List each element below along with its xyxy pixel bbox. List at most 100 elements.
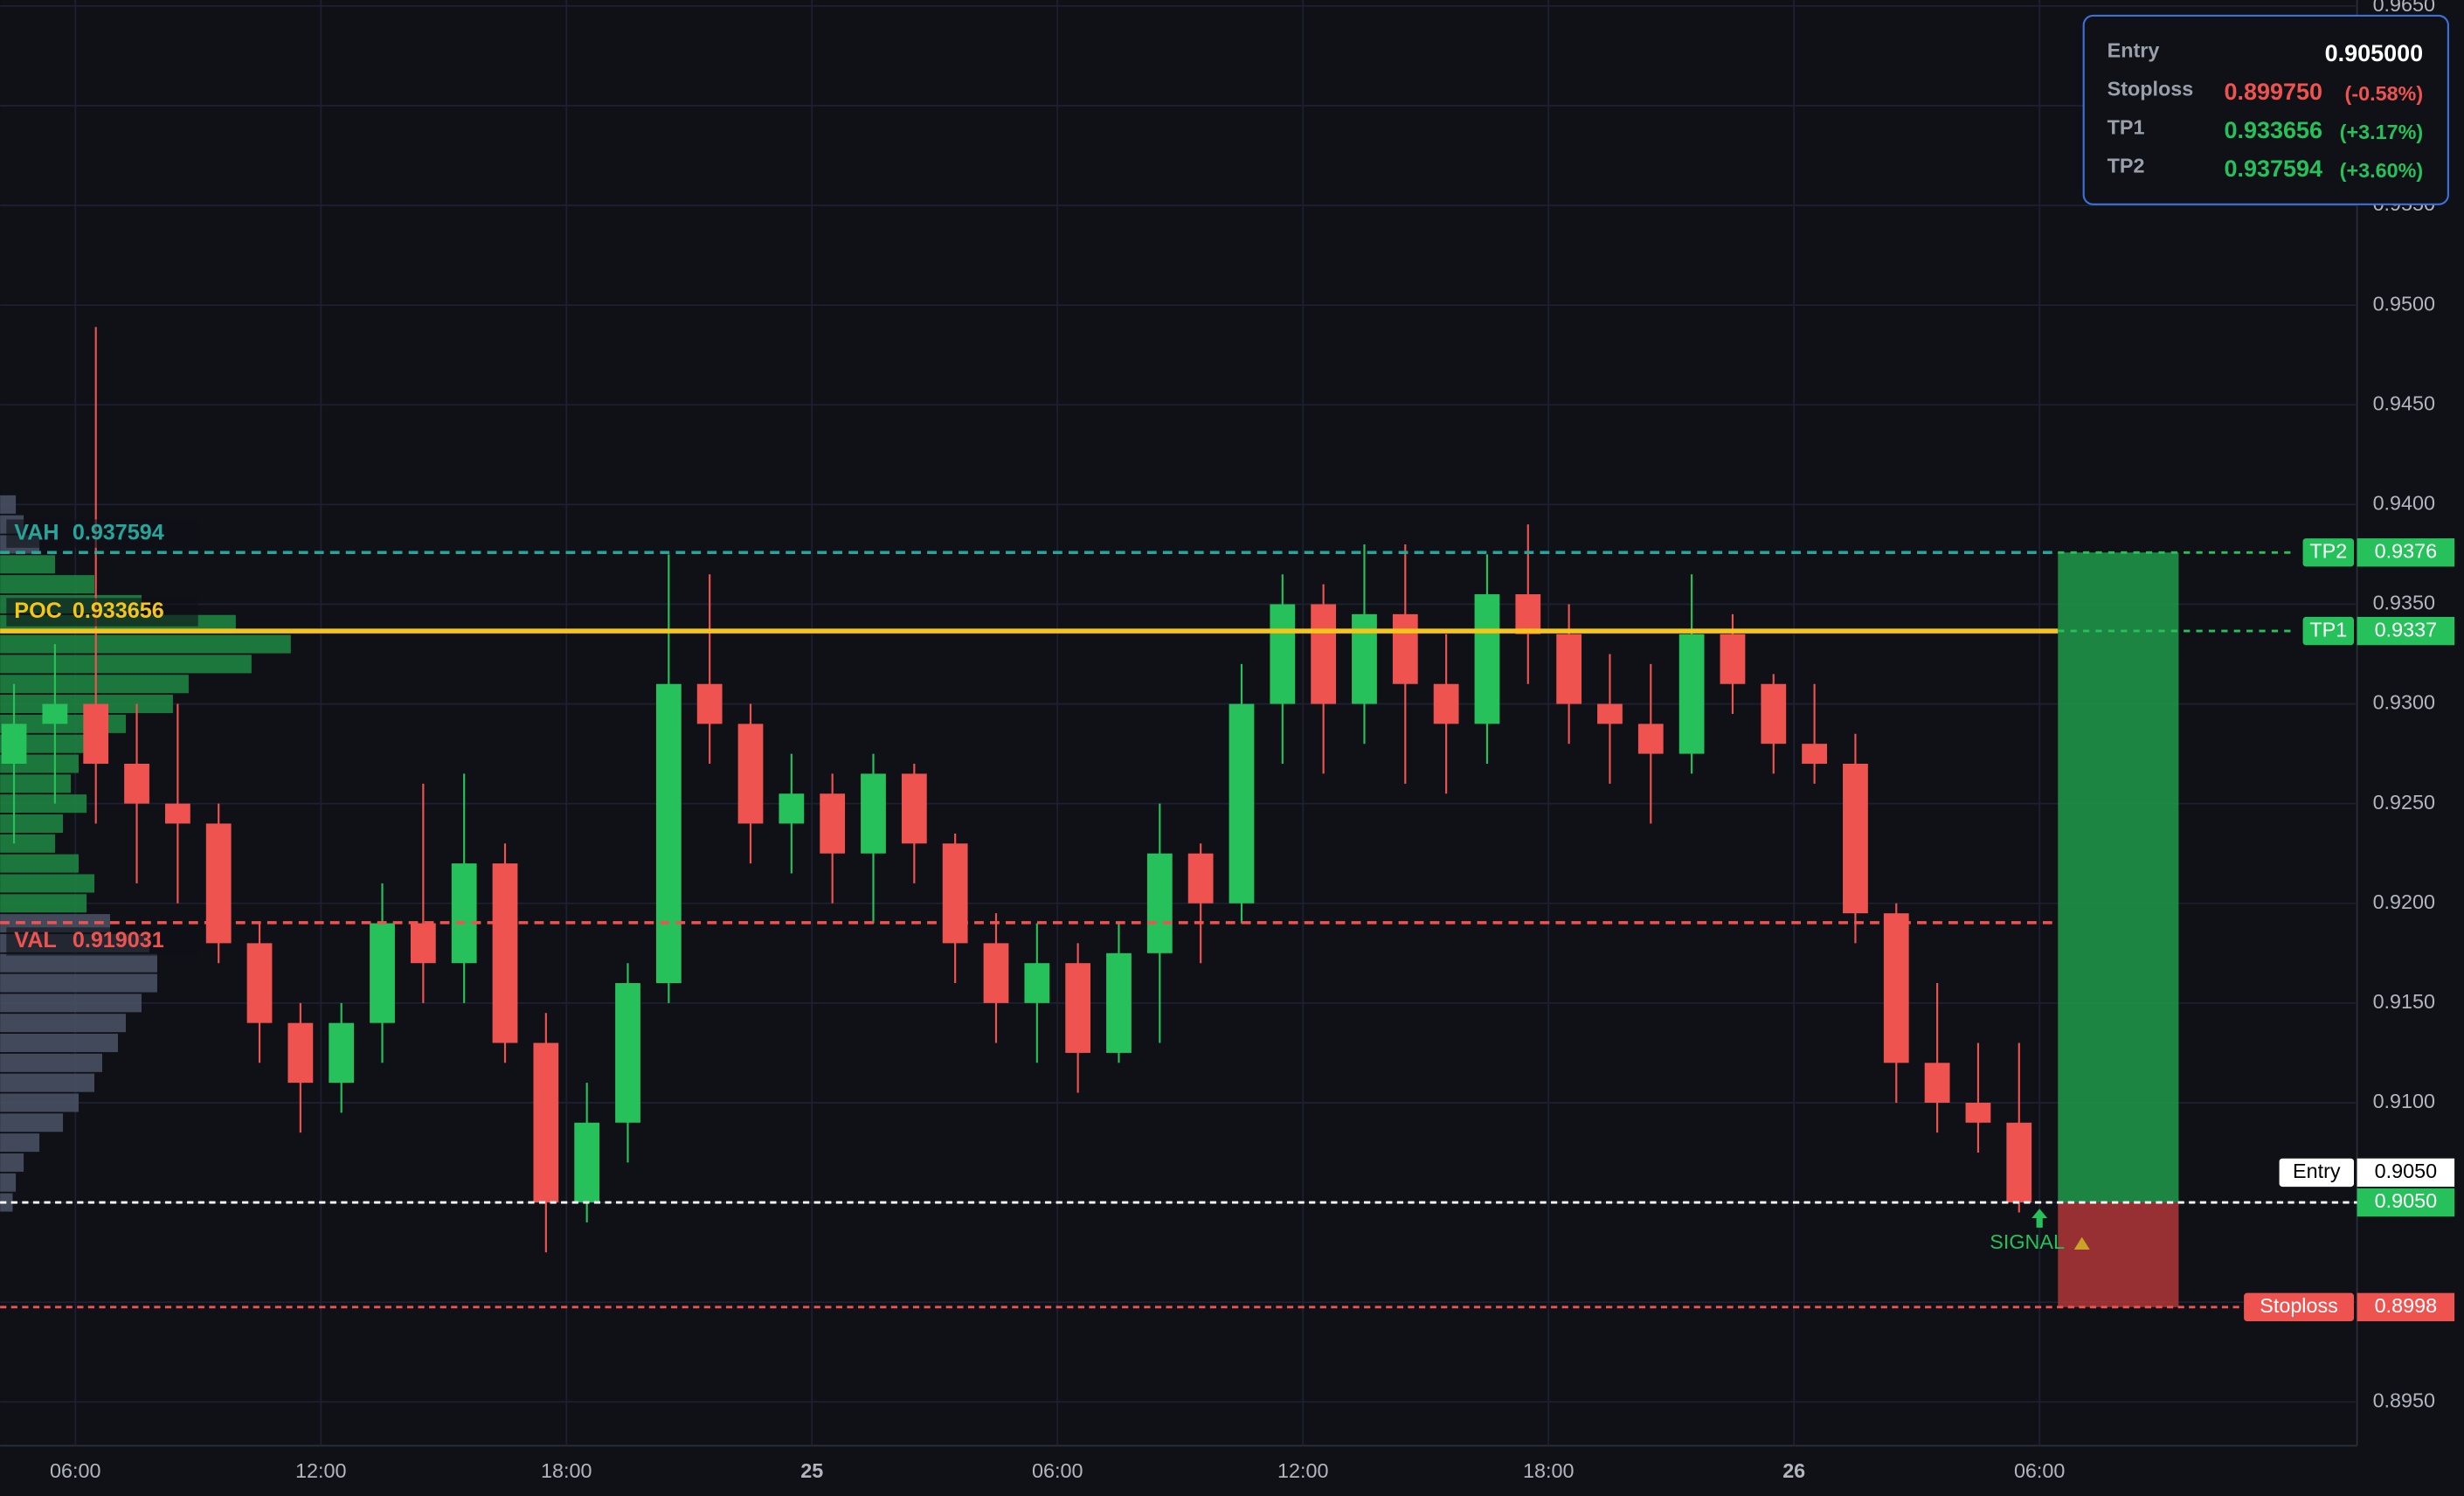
- level-label-bg: [6, 927, 198, 956]
- y-tick-label: 0.9150: [2373, 990, 2435, 1013]
- x-tick-label: 18:00: [1523, 1459, 1574, 1482]
- candle-body: [451, 863, 477, 964]
- candle-body: [1270, 604, 1296, 704]
- volume-profile-bar: [0, 774, 72, 793]
- info-label: TP1: [2108, 116, 2145, 139]
- axis-tag-value-bg: [2357, 1158, 2455, 1188]
- axis-tag-value: 0.9376: [2375, 539, 2437, 562]
- candle-body: [287, 1022, 314, 1084]
- level-name: POC: [14, 599, 62, 623]
- candle-body: [1474, 594, 1500, 724]
- level-value: 0.933656: [73, 599, 164, 623]
- info-value: 0.905000: [2325, 40, 2423, 66]
- candle-body: [861, 773, 886, 854]
- level-value: 0.937594: [73, 520, 164, 544]
- volume-profile-bar: [0, 794, 87, 814]
- volume-profile-bar: [0, 1113, 64, 1132]
- volume-profile-bar: [0, 1033, 118, 1052]
- candle-body: [1146, 853, 1173, 953]
- candle-body: [1924, 1063, 1950, 1103]
- y-tick-label: 0.9650: [2373, 0, 2435, 16]
- candle-body: [1678, 634, 1705, 754]
- y-tick-label: 0.9350: [2373, 592, 2435, 614]
- volume-profile-bar: [0, 1093, 80, 1112]
- info-label: Stoploss: [2108, 78, 2194, 100]
- info-label: TP2: [2108, 155, 2145, 177]
- volume-profile-bar: [0, 854, 80, 873]
- volume-profile-bar: [0, 1073, 95, 1092]
- volume-profile-bar: [0, 953, 157, 973]
- axis-tag-value-bg: [2357, 616, 2455, 646]
- candle-body: [1187, 853, 1214, 904]
- level-value: 0.919031: [73, 928, 164, 952]
- last-price-tag-bg: [2357, 1188, 2455, 1217]
- candle-body: [574, 1122, 600, 1203]
- y-tick-label: 0.8950: [2373, 1389, 2435, 1411]
- candle-body: [1024, 963, 1050, 1003]
- candle-body: [1883, 913, 1909, 1063]
- y-tick-label: 0.9500: [2373, 292, 2435, 315]
- volume-profile-bar: [0, 1014, 126, 1033]
- candle-body: [1761, 683, 1787, 745]
- info-change: (+3.17%): [2340, 121, 2423, 143]
- x-tick-label: 12:00: [1277, 1459, 1328, 1482]
- info-box-bg: [2082, 14, 2449, 205]
- axis-tag-label: TP1: [2309, 618, 2347, 641]
- volume-profile-bar: [0, 495, 17, 514]
- candle-body: [820, 793, 846, 854]
- info-box: Entry 0.905000 Stoploss 0.899750 (-0.58%) TP1…: [2082, 14, 2449, 205]
- volume-profile-bar: [0, 1133, 40, 1153]
- candle-body: [615, 983, 640, 1123]
- y-tick-label: 0.9400: [2373, 492, 2435, 515]
- candle-body: [83, 703, 109, 765]
- candle-body: [1597, 703, 1623, 724]
- candle-body: [410, 923, 436, 964]
- candle-body: [696, 683, 723, 724]
- volume-profile-bar: [0, 874, 95, 893]
- profit-zone: [2058, 552, 2179, 1203]
- candle-body: [942, 843, 968, 944]
- candle-body: [1106, 952, 1132, 1053]
- axis-tag-bg: [2302, 616, 2354, 646]
- candle-body: [246, 943, 273, 1023]
- signal-triangle: [2073, 1236, 2090, 1250]
- candle-body: [901, 773, 927, 844]
- volume-profile-bar: [0, 814, 64, 833]
- candle-body: [42, 703, 68, 724]
- candle-body: [1965, 1102, 1991, 1123]
- axis-tag-value: 0.9337: [2375, 618, 2437, 641]
- axis-tag-value-bg: [2357, 538, 2455, 567]
- x-tick-label: 12:00: [295, 1459, 346, 1482]
- candle-body: [1802, 744, 1828, 765]
- volume-profile-bar: [0, 973, 157, 993]
- volume-profile-bar: [0, 634, 291, 654]
- candle-body: [1843, 764, 1868, 914]
- candle-body: [1352, 613, 1377, 704]
- candle-body: [1515, 594, 1541, 634]
- axis-tag-value: 0.9050: [2375, 1160, 2437, 1182]
- candle-body: [370, 923, 395, 1023]
- candle-body: [983, 943, 1009, 1003]
- candle-body: [1, 724, 27, 765]
- signal-label: SIGNAL: [1990, 1230, 2065, 1253]
- axis-tag-label: Entry: [2293, 1160, 2341, 1182]
- volume-profile-bar: [0, 1053, 103, 1072]
- last-price-tag: 0.9050: [2375, 1189, 2437, 1212]
- candle-body: [655, 683, 682, 984]
- candle-body: [1556, 634, 1582, 704]
- candle-body: [164, 803, 190, 824]
- volume-profile-bar: [0, 575, 95, 594]
- x-tick-label: 06:00: [2014, 1459, 2065, 1482]
- info-change: (-0.58%): [2345, 82, 2424, 105]
- candle-body: [329, 1022, 355, 1084]
- y-tick-label: 0.9450: [2373, 391, 2435, 414]
- loss-zone: [2058, 1202, 2179, 1307]
- candle-body: [492, 863, 518, 1043]
- axis-tag-value-bg: [2357, 1292, 2455, 1322]
- axis-tag-label: TP2: [2309, 539, 2347, 562]
- axis-tag-value: 0.8998: [2375, 1294, 2437, 1317]
- candle-body: [2006, 1122, 2032, 1203]
- volume-profile-bar: [0, 555, 56, 574]
